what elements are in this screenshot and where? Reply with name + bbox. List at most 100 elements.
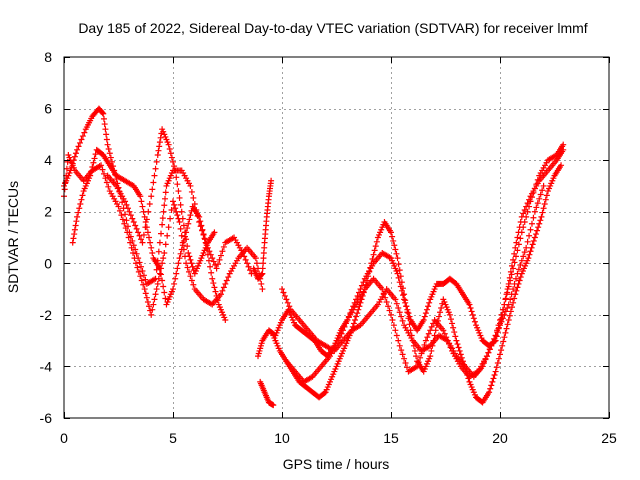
data-point bbox=[211, 229, 218, 236]
data-point bbox=[260, 249, 267, 256]
data-point bbox=[161, 202, 168, 209]
data-point bbox=[482, 356, 489, 363]
data-point bbox=[180, 222, 187, 229]
data-point bbox=[198, 222, 205, 229]
data-point bbox=[79, 192, 86, 199]
data-point bbox=[512, 253, 519, 260]
data-markers bbox=[61, 105, 567, 409]
data-point bbox=[505, 283, 512, 290]
data-point bbox=[527, 226, 534, 233]
data-point bbox=[471, 318, 478, 325]
data-point bbox=[498, 347, 505, 354]
data-point bbox=[435, 313, 442, 320]
chart-title: Day 185 of 2022, Sidereal Day-to-day VTE… bbox=[78, 20, 587, 36]
data-point bbox=[451, 329, 458, 336]
data-point bbox=[536, 220, 543, 227]
data-point bbox=[78, 196, 85, 203]
data-point bbox=[127, 212, 134, 219]
data-point bbox=[92, 151, 99, 158]
data-point bbox=[404, 309, 411, 316]
y-tick-label: -4 bbox=[40, 358, 53, 374]
data-point bbox=[525, 255, 532, 262]
data-point bbox=[144, 229, 151, 236]
data-point bbox=[487, 385, 494, 392]
data-point bbox=[337, 334, 344, 341]
data-point bbox=[139, 268, 146, 275]
data-point bbox=[520, 224, 527, 231]
data-point bbox=[539, 209, 546, 216]
data-point bbox=[423, 306, 430, 313]
data-point bbox=[152, 291, 159, 298]
data-point bbox=[175, 188, 182, 195]
data-point bbox=[370, 251, 377, 258]
data-point bbox=[168, 206, 175, 213]
data-point bbox=[491, 335, 498, 342]
data-point bbox=[399, 317, 406, 324]
data-point bbox=[139, 203, 146, 210]
data-point bbox=[526, 203, 533, 210]
data-point bbox=[124, 229, 131, 236]
data-point bbox=[106, 150, 113, 157]
data-point bbox=[105, 183, 112, 190]
data-point bbox=[187, 273, 194, 280]
data-point bbox=[468, 308, 475, 315]
data-point bbox=[489, 339, 496, 346]
data-point bbox=[390, 237, 397, 244]
data-point bbox=[88, 168, 95, 175]
data-point bbox=[521, 219, 528, 226]
data-point bbox=[517, 274, 524, 281]
data-point bbox=[153, 286, 160, 293]
data-point bbox=[531, 208, 538, 215]
data-point bbox=[170, 198, 176, 205]
data-point bbox=[539, 187, 546, 194]
data-point bbox=[204, 251, 211, 258]
data-point bbox=[145, 208, 152, 215]
data-point bbox=[216, 256, 223, 263]
data-point bbox=[395, 304, 402, 311]
data-point bbox=[189, 263, 196, 270]
data-point bbox=[164, 232, 171, 239]
data-point bbox=[427, 327, 434, 334]
data-point bbox=[495, 355, 502, 362]
data-point bbox=[456, 347, 463, 354]
data-point bbox=[486, 346, 493, 353]
data-point bbox=[132, 246, 139, 253]
x-axis-label: GPS time / hours bbox=[283, 456, 390, 472]
data-point bbox=[537, 191, 544, 198]
data-point bbox=[142, 290, 149, 297]
data-point bbox=[526, 251, 533, 258]
data-point bbox=[420, 317, 427, 324]
data-point bbox=[396, 267, 403, 274]
data-point bbox=[502, 295, 509, 302]
data-point bbox=[354, 310, 361, 317]
data-point bbox=[521, 249, 528, 256]
data-point bbox=[149, 249, 156, 256]
data-point bbox=[75, 143, 82, 150]
data-point bbox=[162, 195, 169, 202]
data-point bbox=[154, 151, 161, 158]
data-point bbox=[123, 217, 130, 224]
data-point bbox=[225, 274, 232, 281]
data-point bbox=[398, 279, 405, 286]
data-point bbox=[197, 223, 204, 230]
data-point bbox=[165, 224, 172, 231]
data-point bbox=[151, 172, 158, 179]
data-point bbox=[532, 231, 539, 238]
data-point bbox=[446, 311, 453, 318]
data-point bbox=[146, 234, 153, 241]
data-point bbox=[89, 164, 96, 171]
data-point bbox=[537, 217, 544, 224]
data-point bbox=[425, 303, 432, 310]
data-point bbox=[371, 247, 378, 254]
data-point bbox=[366, 268, 373, 275]
data-point bbox=[527, 248, 534, 255]
data-point bbox=[427, 353, 434, 360]
data-point bbox=[212, 262, 219, 269]
data-point bbox=[158, 271, 165, 278]
data-point bbox=[364, 277, 371, 284]
data-point bbox=[268, 177, 275, 184]
data-point bbox=[367, 264, 374, 271]
data-point bbox=[87, 172, 94, 179]
data-point bbox=[122, 211, 129, 218]
data-point bbox=[103, 179, 110, 186]
